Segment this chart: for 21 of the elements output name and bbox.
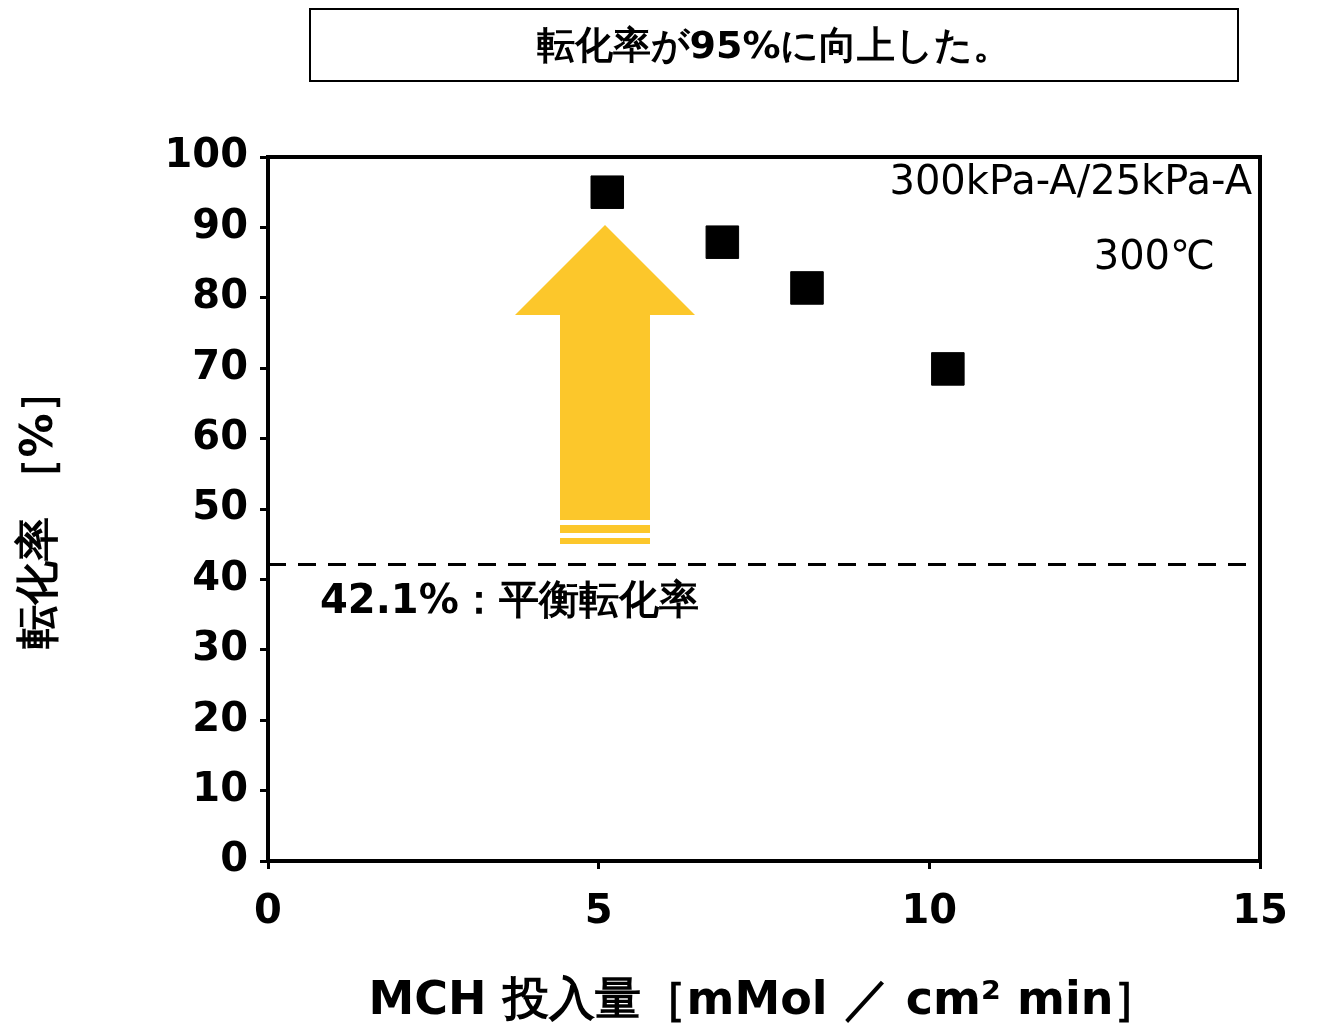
y-tick-label: 70: [192, 341, 248, 388]
y-tick-label: 10: [192, 763, 248, 810]
x-tick-label: 15: [1232, 886, 1288, 933]
x-tick-label: 10: [901, 886, 958, 933]
y-tick-label: 0: [220, 834, 248, 881]
x-tick-label: 0: [254, 886, 282, 933]
y-tick-label: 50: [192, 482, 248, 529]
x-tick-label: 5: [584, 886, 613, 933]
y-axis-title: 転化率 ［%］: [10, 369, 62, 649]
ref-line-label: 42.1%：平衡転化率: [320, 576, 699, 623]
y-tick-label: 80: [192, 271, 248, 318]
y-tick-label: 60: [192, 411, 248, 458]
chart-title: 転化率が95%に向上した。: [309, 8, 1239, 82]
annotation: 300℃: [1093, 232, 1215, 279]
y-tick-label: 20: [192, 693, 248, 740]
annotation: 300kPa-A/25kPa-A: [889, 157, 1253, 204]
y-tick-label: 40: [192, 552, 248, 599]
y-tick-label: 90: [192, 200, 248, 247]
y-tick-label: 100: [164, 130, 248, 177]
x-axis-title: MCH 投入量［mMol ／ cm² min］: [368, 971, 1160, 1026]
y-tick-label: 30: [192, 623, 248, 670]
